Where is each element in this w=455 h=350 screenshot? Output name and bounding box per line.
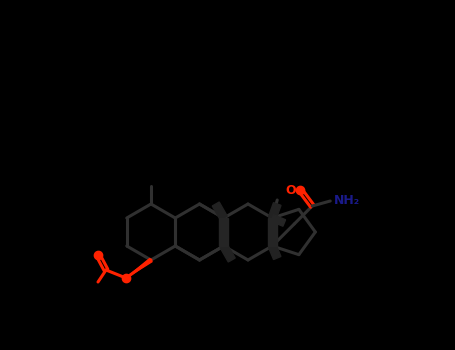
Polygon shape [268,203,281,219]
Polygon shape [271,215,286,226]
Polygon shape [268,218,277,246]
Text: O: O [286,183,296,196]
Polygon shape [126,258,152,278]
Polygon shape [268,244,281,260]
Polygon shape [212,202,227,220]
Text: NH₂: NH₂ [334,195,360,208]
Polygon shape [219,218,228,246]
Polygon shape [220,244,235,262]
